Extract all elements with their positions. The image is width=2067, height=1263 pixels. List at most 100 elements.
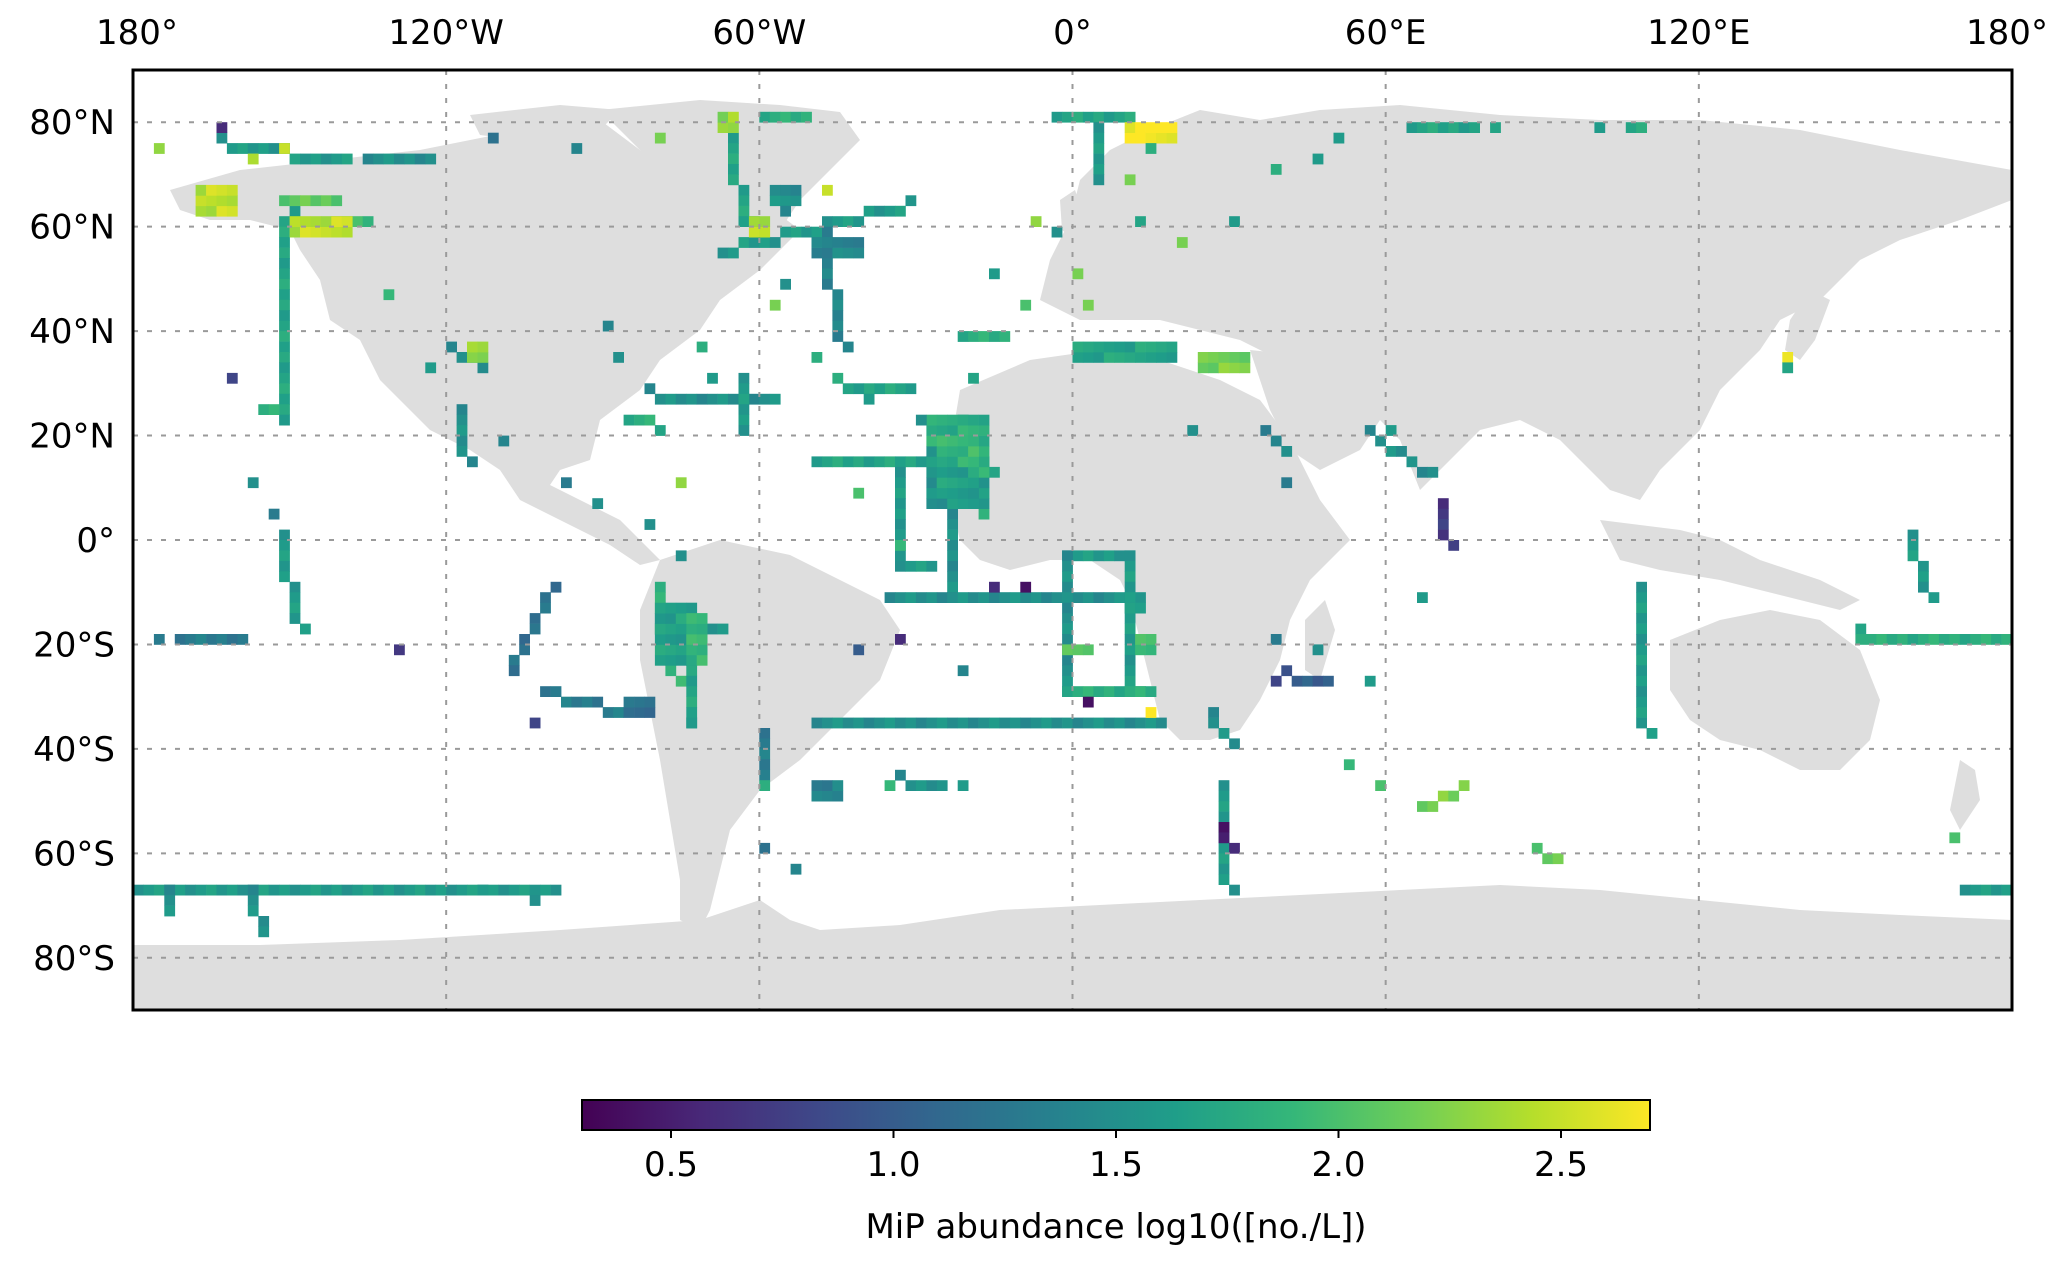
abundance-cell — [895, 508, 906, 520]
abundance-cell — [1135, 602, 1146, 614]
abundance-cell — [467, 341, 478, 353]
abundance-cell — [947, 446, 958, 457]
abundance-cell — [1208, 717, 1219, 729]
abundance-cell — [226, 634, 238, 645]
abundance-cell — [1949, 832, 1961, 844]
longitude-tick-label: 60°E — [1345, 13, 1427, 53]
abundance-cell — [508, 654, 520, 666]
abundance-cell — [654, 592, 666, 603]
abundance-cell — [665, 623, 677, 635]
abundance-cell — [832, 237, 844, 248]
abundance-cell — [1636, 707, 1647, 718]
abundance-cell — [341, 884, 353, 896]
abundance-cell — [863, 383, 875, 395]
abundance-cell — [853, 216, 865, 227]
abundance-cell — [957, 466, 969, 478]
abundance-cell — [926, 780, 938, 791]
abundance-cell — [1427, 466, 1439, 478]
abundance-cell — [675, 634, 687, 645]
abundance-cell — [728, 153, 739, 165]
abundance-cell — [654, 623, 666, 635]
abundance-cell — [226, 884, 238, 896]
abundance-cell — [1907, 634, 1919, 645]
abundance-cell — [394, 153, 405, 165]
abundance-cell — [686, 644, 698, 656]
abundance-cell — [279, 289, 290, 301]
abundance-cell — [665, 602, 677, 614]
abundance-cell — [926, 560, 938, 572]
abundance-cell — [947, 466, 958, 478]
abundance-cell — [300, 226, 311, 238]
abundance-cell — [279, 310, 290, 321]
abundance-cell — [279, 258, 290, 269]
abundance-cell — [602, 707, 614, 718]
abundance-cell — [915, 456, 927, 468]
latitude-tick-label: 20°N — [29, 417, 115, 457]
abundance-cell — [832, 299, 844, 311]
abundance-cell — [644, 696, 656, 708]
abundance-cell — [1218, 780, 1230, 791]
abundance-cell — [1093, 341, 1105, 353]
abundance-cell — [1270, 164, 1282, 175]
abundance-cell — [206, 884, 217, 896]
abundance-cell — [696, 623, 708, 635]
abundance-cell — [978, 466, 990, 478]
abundance-cell — [696, 654, 708, 666]
abundance-cell — [394, 644, 405, 656]
abundance-cell — [1072, 268, 1084, 280]
abundance-cell — [258, 926, 270, 938]
abundance-cell — [968, 477, 979, 489]
abundance-cell — [279, 195, 290, 207]
abundance-cell — [1124, 634, 1136, 645]
abundance-cell — [884, 205, 896, 217]
abundance-cell — [654, 602, 666, 614]
abundance-cell — [686, 675, 698, 687]
abundance-cell — [634, 707, 645, 718]
abundance-cell — [529, 895, 541, 906]
abundance-cell — [738, 184, 750, 196]
abundance-cell — [769, 184, 781, 196]
abundance-cell — [1145, 341, 1157, 353]
abundance-cell — [1030, 592, 1042, 603]
abundance-cell — [675, 644, 687, 656]
abundance-cell — [1145, 143, 1157, 154]
abundance-cell — [1124, 592, 1136, 603]
abundance-cell — [1124, 352, 1136, 363]
abundance-cell — [1636, 602, 1647, 614]
abundance-cell — [1062, 644, 1073, 656]
abundance-cell — [696, 634, 708, 645]
abundance-cell — [738, 205, 750, 217]
abundance-cell — [728, 393, 739, 405]
abundance-cell — [1959, 884, 1971, 896]
abundance-cell — [477, 362, 489, 374]
abundance-cell — [842, 341, 854, 353]
abundance-cell — [1103, 717, 1115, 729]
abundance-cell — [1166, 132, 1178, 144]
abundance-cell — [686, 686, 698, 697]
abundance-cell — [853, 644, 865, 656]
abundance-cell — [1197, 362, 1209, 374]
abundance-cell — [1062, 613, 1073, 624]
abundance-cell — [1636, 122, 1647, 133]
abundance-cell — [1782, 352, 1794, 363]
abundance-cell — [206, 184, 217, 196]
abundance-cell — [686, 634, 698, 645]
colorbar-ticks: 0.5 1.0 1.5 2.0 2.5 — [644, 1130, 1588, 1185]
colorbar-tick-label: 0.5 — [644, 1145, 698, 1185]
abundance-cell — [1636, 675, 1647, 687]
abundance-cell — [519, 884, 530, 896]
abundance-cell — [1145, 634, 1157, 645]
abundance-cell — [1062, 592, 1073, 603]
abundance-cell — [1124, 581, 1136, 593]
abundance-cell — [769, 237, 781, 248]
longitude-tick-label: 180° — [1966, 13, 2048, 53]
abundance-cell — [822, 184, 833, 196]
abundance-cell — [310, 195, 322, 207]
abundance-cell — [352, 216, 363, 227]
longitude-tick-label: 180° — [96, 13, 178, 53]
abundance-cell — [1406, 456, 1418, 468]
abundance-cell — [174, 884, 186, 896]
abundance-cell — [1124, 111, 1136, 123]
abundance-cells — [133, 111, 2012, 938]
abundance-cell — [717, 393, 729, 405]
